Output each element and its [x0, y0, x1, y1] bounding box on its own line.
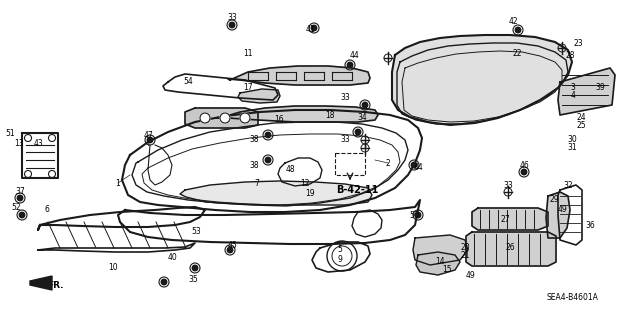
Text: 53: 53 [191, 227, 201, 236]
Circle shape [19, 212, 25, 218]
Circle shape [265, 157, 271, 163]
Text: 22: 22 [512, 48, 522, 57]
Text: 50: 50 [409, 211, 419, 219]
Text: 15: 15 [442, 265, 452, 275]
Text: FR.: FR. [47, 281, 63, 291]
Text: 44: 44 [413, 164, 423, 173]
Circle shape [229, 22, 235, 28]
Text: 36: 36 [585, 220, 595, 229]
Polygon shape [416, 252, 460, 275]
Circle shape [415, 212, 420, 218]
Circle shape [240, 113, 250, 123]
Text: 37: 37 [15, 188, 25, 197]
Polygon shape [215, 106, 378, 122]
Polygon shape [228, 66, 370, 85]
Text: 5: 5 [337, 246, 342, 255]
Text: 19: 19 [305, 189, 315, 197]
Text: 12: 12 [300, 179, 310, 188]
Text: 29: 29 [549, 196, 559, 204]
Circle shape [192, 265, 198, 271]
Polygon shape [413, 235, 468, 265]
Polygon shape [185, 108, 258, 128]
Text: 21: 21 [460, 250, 470, 259]
Circle shape [412, 162, 417, 168]
Polygon shape [180, 181, 372, 205]
Polygon shape [238, 89, 280, 103]
Text: 35: 35 [188, 276, 198, 285]
Text: 38: 38 [249, 160, 259, 169]
Polygon shape [30, 276, 52, 290]
Text: 33: 33 [227, 12, 237, 21]
Text: 24: 24 [576, 114, 586, 122]
Text: 3: 3 [571, 84, 575, 93]
Circle shape [521, 169, 527, 175]
Text: 33: 33 [503, 181, 513, 189]
Text: 6: 6 [45, 205, 49, 214]
Text: SEA4-B4601A: SEA4-B4601A [546, 293, 598, 302]
Text: 23: 23 [573, 39, 583, 48]
Text: 13: 13 [14, 138, 24, 147]
Text: 14: 14 [435, 257, 445, 266]
Circle shape [348, 62, 353, 68]
Text: 48: 48 [285, 166, 295, 174]
Text: 2: 2 [386, 159, 390, 167]
Text: 30: 30 [567, 136, 577, 145]
Polygon shape [546, 192, 570, 238]
Circle shape [362, 102, 368, 108]
Text: 4: 4 [571, 92, 575, 100]
Text: 39: 39 [595, 84, 605, 93]
Circle shape [355, 129, 361, 135]
Polygon shape [392, 35, 572, 125]
Circle shape [227, 247, 233, 253]
Polygon shape [466, 232, 556, 266]
Text: 40: 40 [167, 253, 177, 262]
Polygon shape [472, 208, 548, 230]
Circle shape [200, 113, 210, 123]
Text: 16: 16 [274, 115, 284, 124]
Circle shape [220, 113, 230, 123]
Text: 1: 1 [116, 179, 120, 188]
Text: 17: 17 [243, 84, 253, 93]
Text: 27: 27 [500, 216, 510, 225]
Circle shape [265, 132, 271, 138]
Text: 43: 43 [33, 138, 43, 147]
Text: 45: 45 [228, 241, 238, 249]
Circle shape [17, 195, 23, 201]
Text: 11: 11 [243, 48, 253, 57]
Text: 34: 34 [357, 114, 367, 122]
Text: 38: 38 [249, 136, 259, 145]
Text: 47: 47 [143, 130, 153, 139]
Text: 28: 28 [565, 50, 575, 60]
Text: 44: 44 [350, 50, 360, 60]
Text: 7: 7 [255, 179, 259, 188]
Text: 52: 52 [11, 203, 21, 211]
Text: 49: 49 [557, 205, 567, 214]
Text: 41: 41 [305, 26, 315, 34]
Bar [335, 153, 365, 175]
Text: 31: 31 [567, 144, 577, 152]
Text: 33: 33 [340, 93, 350, 101]
Circle shape [311, 25, 317, 31]
Circle shape [515, 27, 521, 33]
Text: 26: 26 [505, 243, 515, 253]
Text: 25: 25 [576, 122, 586, 130]
Text: 32: 32 [563, 181, 573, 189]
Text: 18: 18 [325, 110, 335, 120]
Text: 20: 20 [460, 242, 470, 251]
Text: B-42-11: B-42-11 [336, 185, 378, 195]
Text: 49: 49 [465, 271, 475, 280]
Text: 51: 51 [5, 129, 15, 137]
Text: 9: 9 [337, 256, 342, 264]
Circle shape [147, 137, 153, 143]
Text: 42: 42 [508, 18, 518, 26]
Text: 46: 46 [519, 160, 529, 169]
Polygon shape [558, 68, 615, 115]
Text: 33: 33 [340, 136, 350, 145]
Text: 54: 54 [183, 78, 193, 86]
Circle shape [161, 279, 167, 285]
Text: 10: 10 [108, 263, 118, 272]
